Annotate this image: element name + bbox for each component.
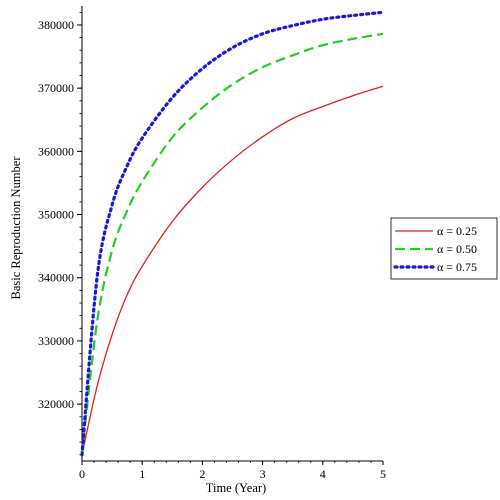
y-tick-label: 320000 [38,397,74,411]
legend: α = 0.25 α = 0.50 α = 0.75 [390,217,498,280]
y-tick-label: 350000 [38,208,74,222]
x-tick-label: 2 [199,467,205,481]
y-tick-label: 330000 [38,334,74,348]
legend-label-1: α = 0.25 [437,224,477,238]
x-tick-label: 0 [79,467,85,481]
series-line-3 [80,10,385,457]
series-line-1 [81,85,384,455]
y-tick-label: 380000 [38,18,74,32]
plot-area [81,6,383,462]
series-line-2 [80,32,384,455]
x-tick-label: 5 [380,467,386,481]
y-axis-title: Basic Reproduction Number [9,156,23,300]
x-axis-title: Time (Year) [206,481,266,495]
y-tick-label: 360000 [38,144,74,158]
legend-label-3: α = 0.75 [437,260,477,274]
y-tick-label: 370000 [38,81,74,95]
legend-box [390,217,498,280]
x-tick-label: 3 [260,467,266,481]
x-tick-label: 4 [320,467,326,481]
y-tick-label: 340000 [38,271,74,285]
legend-label-2: α = 0.50 [437,242,477,256]
axis-ticks: 0 1 2 3 4 5 320000 330000 340000 350000 360000 3700… [38,11,386,481]
series-lines [80,10,385,457]
x-tick-label: 1 [139,467,145,481]
